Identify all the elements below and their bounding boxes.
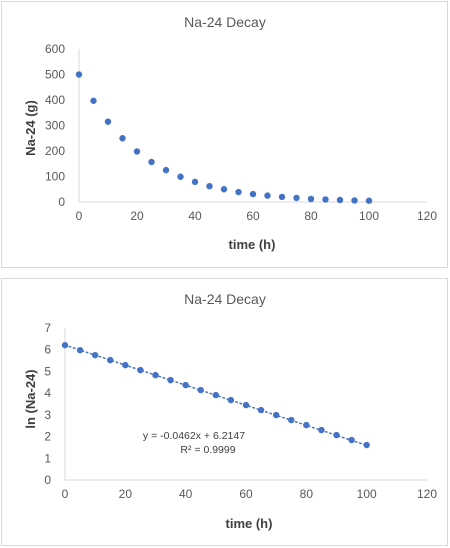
data-point xyxy=(152,371,159,379)
y-tick-label: 600 xyxy=(45,42,65,56)
data-point xyxy=(348,436,355,444)
y-tick-label: 200 xyxy=(45,144,65,158)
decay-mass-chart: Na-24 Decay 0 20 40 60 80 100 120 0 100 200 300 400… xyxy=(1,1,448,268)
data-point xyxy=(303,421,310,429)
data-point xyxy=(264,192,271,199)
y-axis-label: ln (Na-24) xyxy=(23,369,38,428)
y-tick-label: 1 xyxy=(44,451,51,465)
x-tick-label: 0 xyxy=(62,487,69,501)
x-tick-label: 60 xyxy=(246,209,260,223)
data-point xyxy=(278,193,286,201)
x-tick-label: 60 xyxy=(239,487,253,501)
data-point xyxy=(133,148,141,155)
trendline-equation: y = -0.0462x + 6.2147 xyxy=(143,430,245,442)
log-decay-chart: Na-24 Decay 0 20 40 60 80 100 120 0 1 2 3 4 5 6 7 y = … xyxy=(1,278,448,546)
y-tick-label: 3 xyxy=(44,408,51,422)
y-tick-label: 300 xyxy=(45,119,65,133)
x-tick-label: 120 xyxy=(417,209,437,223)
plot-area: 0 20 40 60 80 100 120 0 1 2 3 4 5 6 7 xyxy=(44,321,437,501)
data-point xyxy=(363,441,370,449)
data-point xyxy=(242,401,250,409)
data-point xyxy=(119,135,126,142)
data-point xyxy=(76,346,84,354)
y-tick-label: 7 xyxy=(44,321,51,335)
trendline-r-squared: R² = 0.9999 xyxy=(180,444,235,456)
data-point xyxy=(191,178,199,186)
data-point xyxy=(307,195,315,203)
data-point xyxy=(351,197,358,204)
data-point xyxy=(75,71,83,78)
chart-title: Na-24 Decay xyxy=(184,14,266,30)
data-point xyxy=(206,182,213,190)
x-tick-label: 80 xyxy=(300,487,314,501)
x-tick-label: 100 xyxy=(357,487,377,501)
data-point xyxy=(318,426,325,434)
x-tick-label: 20 xyxy=(130,209,144,223)
data-point xyxy=(137,366,144,374)
plot-area: 0 20 40 60 80 100 120 0 100 200 300 400 500 600 xyxy=(45,42,437,223)
y-tick-label: 2 xyxy=(44,430,51,444)
data-point xyxy=(148,158,155,166)
data-point xyxy=(91,351,99,359)
data-point xyxy=(177,173,184,180)
x-axis-label: time (h) xyxy=(226,516,273,531)
x-tick-label: 120 xyxy=(417,487,437,501)
y-tick-label: 5 xyxy=(44,364,51,378)
data-point xyxy=(293,194,300,202)
data-point xyxy=(104,118,112,125)
data-point xyxy=(122,361,129,369)
chart-title: Na-24 Decay xyxy=(184,291,266,307)
y-tick-label: 4 xyxy=(44,386,51,400)
x-tick-label: 100 xyxy=(359,209,379,223)
data-point xyxy=(162,166,170,174)
data-point xyxy=(182,381,189,389)
x-tick-label: 20 xyxy=(119,487,133,501)
x-axis-label: time (h) xyxy=(229,237,276,252)
data-point xyxy=(272,411,280,419)
data-point xyxy=(107,356,114,364)
y-axis-label: Na-24 (g) xyxy=(23,100,38,156)
data-point xyxy=(220,186,228,193)
data-point xyxy=(212,391,220,399)
x-tick-label: 40 xyxy=(179,487,193,501)
y-tick-label: 400 xyxy=(45,93,65,107)
y-tick-label: 0 xyxy=(44,473,51,487)
data-point xyxy=(235,188,242,196)
x-tick-label: 0 xyxy=(76,209,83,223)
data-point xyxy=(61,341,69,349)
data-point xyxy=(227,396,235,404)
y-tick-label: 100 xyxy=(45,170,65,184)
y-tick-label: 500 xyxy=(45,68,65,82)
y-tick-label: 0 xyxy=(58,195,65,209)
data-point xyxy=(336,196,344,204)
data-point xyxy=(90,97,97,104)
log-decay-chart-svg: Na-24 Decay 0 20 40 60 80 100 120 0 1 2 3 4 5 6 7 y = … xyxy=(23,291,437,531)
data-point xyxy=(249,190,257,198)
data-point xyxy=(333,431,340,439)
x-tick-label: 40 xyxy=(188,209,202,223)
data-point xyxy=(167,376,174,384)
x-tick-label: 80 xyxy=(304,209,318,223)
data-point xyxy=(197,386,204,394)
decay-mass-chart-svg: Na-24 Decay 0 20 40 60 80 100 120 0 100 200 300 400… xyxy=(23,14,437,252)
data-point xyxy=(365,197,373,204)
data-point xyxy=(288,416,295,424)
y-tick-label: 6 xyxy=(44,343,51,357)
data-point xyxy=(322,196,329,203)
data-point xyxy=(257,406,265,414)
